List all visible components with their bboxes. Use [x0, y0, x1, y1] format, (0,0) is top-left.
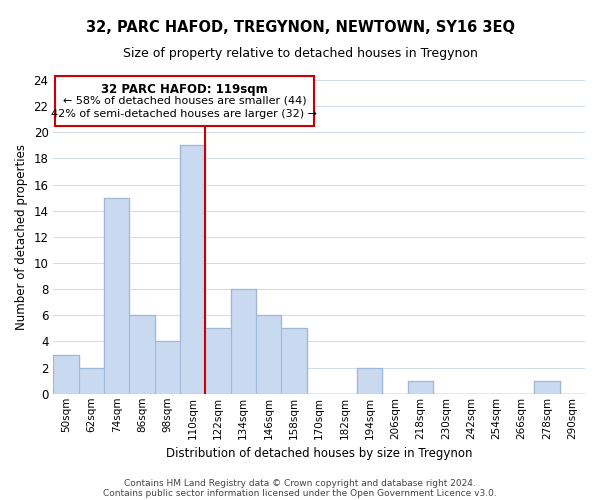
Text: Contains HM Land Registry data © Crown copyright and database right 2024.: Contains HM Land Registry data © Crown c…: [124, 478, 476, 488]
Text: Size of property relative to detached houses in Tregynon: Size of property relative to detached ho…: [122, 48, 478, 60]
Polygon shape: [53, 146, 585, 394]
Text: ← 58% of detached houses are smaller (44): ← 58% of detached houses are smaller (44…: [62, 96, 306, 106]
Text: Contains public sector information licensed under the Open Government Licence v3: Contains public sector information licen…: [103, 488, 497, 498]
X-axis label: Distribution of detached houses by size in Tregynon: Distribution of detached houses by size …: [166, 447, 472, 460]
FancyBboxPatch shape: [55, 76, 314, 126]
Y-axis label: Number of detached properties: Number of detached properties: [15, 144, 28, 330]
Text: 42% of semi-detached houses are larger (32) →: 42% of semi-detached houses are larger (…: [52, 109, 317, 119]
Text: 32 PARC HAFOD: 119sqm: 32 PARC HAFOD: 119sqm: [101, 82, 268, 96]
Text: 32, PARC HAFOD, TREGYNON, NEWTOWN, SY16 3EQ: 32, PARC HAFOD, TREGYNON, NEWTOWN, SY16 …: [86, 20, 515, 35]
